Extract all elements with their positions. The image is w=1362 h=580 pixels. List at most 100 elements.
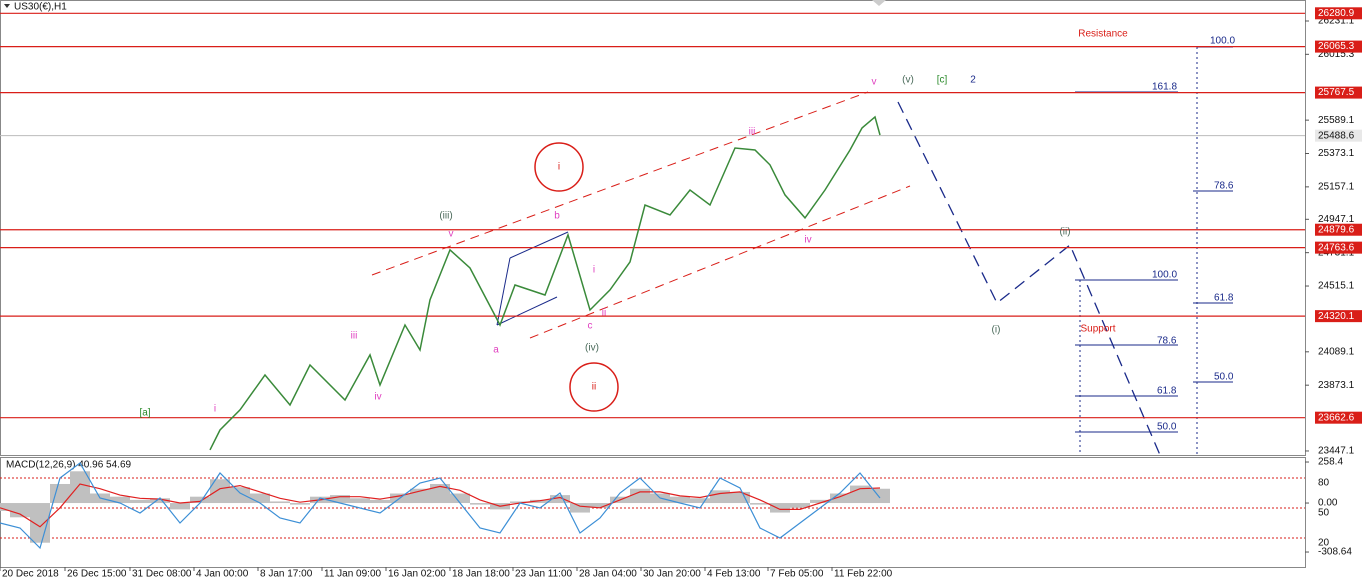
macd-bar xyxy=(470,503,490,505)
level-label: 25767.5 xyxy=(1318,87,1355,98)
level-tag xyxy=(1315,7,1362,20)
macd-bar xyxy=(690,498,710,504)
x-tick-label: 16 Jan 02:00 xyxy=(388,569,446,580)
wave-label: Support xyxy=(1080,324,1115,335)
box-edge xyxy=(496,257,511,326)
indicator-line xyxy=(0,483,881,528)
level-tag xyxy=(1315,223,1362,236)
fib-label: 78.6 xyxy=(1214,181,1234,192)
x-tick-label: 4 Feb 13:00 xyxy=(707,569,761,580)
macd-bar xyxy=(0,503,10,511)
y-tick-label: 25157.1 xyxy=(1318,182,1355,193)
macd-bar xyxy=(350,498,370,504)
fib-label: 50.0 xyxy=(1214,372,1234,383)
macd-bar xyxy=(790,503,810,508)
macd-bar xyxy=(50,483,70,504)
macd-bar xyxy=(270,501,290,504)
projection-path xyxy=(897,101,1161,456)
channel-lower xyxy=(529,185,911,339)
wave-label: i xyxy=(558,162,560,173)
macd-bar xyxy=(730,491,750,504)
wave-label: i xyxy=(593,265,595,276)
wave-label: (ii) xyxy=(1059,227,1070,238)
wave-label: v xyxy=(872,77,877,88)
y-tick-label: 24947.1 xyxy=(1318,214,1355,225)
wave-circle xyxy=(534,142,584,192)
wave-label: iv xyxy=(804,235,811,246)
y-tick-label: -308.64 xyxy=(1318,547,1352,558)
channel xyxy=(371,91,911,339)
fib-label: 100.0 xyxy=(1152,270,1177,281)
macd-bar xyxy=(250,493,270,504)
wave-label: a xyxy=(493,345,499,356)
box-edge xyxy=(509,231,569,259)
x-tick-label: 31 Dec 08:00 xyxy=(132,569,192,580)
macd-panel xyxy=(0,457,1306,568)
macd-bar xyxy=(510,501,530,504)
x-tick-label: 7 Feb 05:00 xyxy=(770,569,824,580)
y-tick-label: 25373.1 xyxy=(1318,148,1355,159)
macd-bar xyxy=(530,499,550,504)
macd-bar xyxy=(110,496,130,504)
macd-bar xyxy=(130,499,150,504)
x-tick-label: 23 Jan 11:00 xyxy=(515,569,573,580)
fib-label: 100.0 xyxy=(1210,36,1235,47)
wave-label: (v) xyxy=(902,75,914,86)
macd-bar xyxy=(750,503,770,505)
macd-bar xyxy=(850,485,870,504)
level-tag xyxy=(1315,411,1362,424)
menu-icon xyxy=(4,4,10,8)
level-label: 24879.6 xyxy=(1318,224,1355,235)
x-tick-label: 4 Jan 00:00 xyxy=(196,569,249,580)
wave-label: (iv) xyxy=(585,343,599,354)
box-edge xyxy=(496,296,558,326)
macd-bar xyxy=(630,488,650,504)
macd-bar xyxy=(10,503,30,518)
macd-bar xyxy=(190,496,210,504)
wave-label: iv xyxy=(374,392,381,403)
macd-bar xyxy=(150,498,170,504)
macd-bar xyxy=(30,503,50,543)
macd-bar xyxy=(210,479,230,504)
macd-title: MACD(12,26,9) 40.96 54.69 xyxy=(6,460,132,471)
macd-bar xyxy=(430,483,450,504)
macd-bar xyxy=(70,471,90,504)
price-label: 25488.6 xyxy=(1318,130,1355,141)
x-tick-label: 20 Dec 2018 xyxy=(2,569,59,580)
x-tick-label: 11 Feb 22:00 xyxy=(834,569,893,580)
macd-bar xyxy=(710,490,730,504)
indicator-line xyxy=(0,462,881,550)
macd-bar xyxy=(450,493,470,504)
circles xyxy=(534,142,619,412)
wave-label: iii xyxy=(749,127,756,138)
y-tick-label: 258.4 xyxy=(1318,457,1343,468)
level-tag xyxy=(1315,40,1362,53)
y-tick-label: 26015.3 xyxy=(1318,49,1355,60)
macd-bar xyxy=(810,499,830,504)
price-tag xyxy=(1315,129,1362,142)
x-tick-label: 26 Dec 15:00 xyxy=(67,569,127,580)
chart-title: US30(€),H1 xyxy=(14,2,67,13)
b-wave-box xyxy=(496,231,569,326)
macd-bar xyxy=(550,495,570,504)
x-tick-label: 8 Jan 17:00 xyxy=(260,569,313,580)
fib-label: 61.8 xyxy=(1157,386,1177,397)
wave-label: iii xyxy=(351,331,358,342)
level-tag xyxy=(1315,86,1362,99)
y-tick-label: 26231.1 xyxy=(1318,16,1355,27)
wave-label: ii xyxy=(592,382,596,393)
shift-marker xyxy=(872,0,886,6)
projection xyxy=(897,101,1161,456)
level-label: 26280.9 xyxy=(1318,8,1355,19)
main-panel xyxy=(0,0,1306,456)
macd-bar xyxy=(770,503,790,513)
level-tag xyxy=(1315,241,1362,254)
y-tick-label: 24089.1 xyxy=(1318,346,1355,357)
level-label: 23662.6 xyxy=(1318,412,1355,423)
wave-label: (i) xyxy=(992,325,1001,336)
fib-label: 161.8 xyxy=(1152,82,1177,93)
wave-label: v xyxy=(449,229,454,240)
wave-label: [a] xyxy=(139,408,150,419)
y-tick-label: 0.00 xyxy=(1318,498,1338,509)
